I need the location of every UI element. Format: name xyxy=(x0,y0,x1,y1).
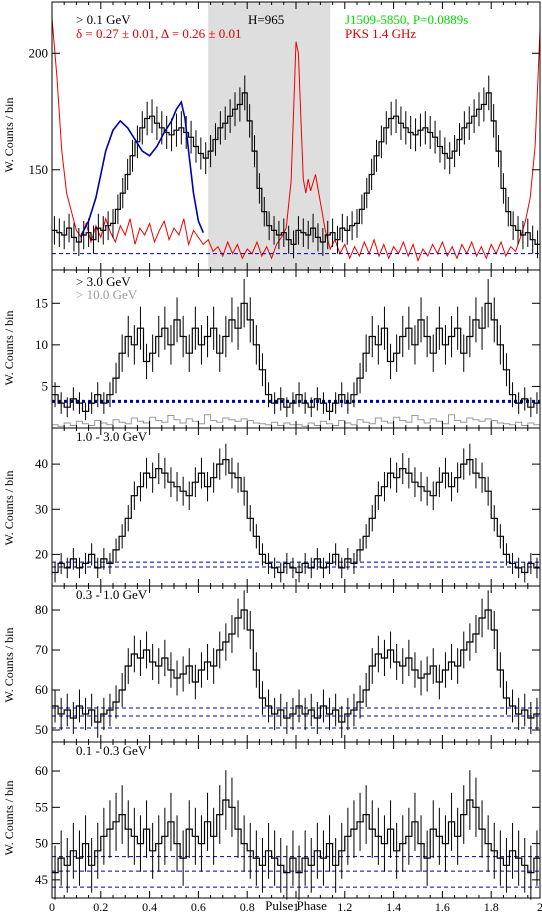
ylabel-top: W. Counts / bin xyxy=(2,98,16,173)
high-energy-label-2: > 10.0 GeV xyxy=(76,287,138,302)
ylabel-low: W. Counts / bin xyxy=(2,628,16,703)
mid-energy-label: 1.0 - 3.0 GeV xyxy=(76,429,148,444)
gamma-histogram xyxy=(52,799,540,874)
radio-label: PKS 1.4 GHz xyxy=(345,26,416,41)
ytick-label: 150 xyxy=(29,162,49,177)
panel-lowest: 45 50 55 60 xyxy=(35,741,541,900)
ytick-label: 55 xyxy=(35,799,48,814)
xtick-label: 1 xyxy=(293,900,299,914)
ytick-label: 50 xyxy=(35,836,48,851)
top-energy-label: > 0.1 GeV xyxy=(76,12,131,27)
ytick-label: 20 xyxy=(35,546,48,561)
xtick-label: 0 xyxy=(49,900,55,914)
xtick-label: 0.8 xyxy=(240,900,255,914)
top-fit-label: δ = 0.27 ± 0.01, Δ = 0.26 ± 0.01 xyxy=(76,26,241,41)
gamma-histogram xyxy=(52,609,540,723)
ylabel-mid: W. Counts / bin xyxy=(2,471,16,546)
pulsar-label: J1509-5850, P=0.0889s xyxy=(345,12,468,27)
xtick-label: 2 xyxy=(537,900,542,914)
high-energy-label: > 3.0 GeV xyxy=(76,274,131,289)
ytick-label: 60 xyxy=(35,763,48,778)
ytick-label: 5 xyxy=(42,378,49,393)
gamma-histogram xyxy=(52,302,540,412)
xtick-label: 1.4 xyxy=(386,900,401,914)
ytick-label: 10 xyxy=(35,337,48,352)
xtick-label: 1.6 xyxy=(435,900,450,914)
xtick-label: 0.2 xyxy=(93,900,108,914)
radio-profile xyxy=(51,18,541,263)
ytick-label: 15 xyxy=(35,295,48,310)
fit-curve xyxy=(80,100,205,236)
xlabel: Pulse Phase xyxy=(265,898,327,913)
panel-top: 150 200 xyxy=(29,1,541,271)
ytick-label: 60 xyxy=(35,682,48,697)
xtick-label: 0.4 xyxy=(142,900,157,914)
ylabel-lowest: W. Counts / bin xyxy=(2,781,16,856)
low-energy-label: 0.3 - 1.0 GeV xyxy=(76,587,148,602)
gamma-histogram xyxy=(52,92,540,245)
panel-frame xyxy=(51,585,541,743)
panel-low: 50 60 70 80 xyxy=(35,585,541,743)
ytick-label: 30 xyxy=(35,501,48,516)
ytick-label: 70 xyxy=(35,642,48,657)
ytick-label: 200 xyxy=(29,45,49,60)
panel-mid: 20 30 40 xyxy=(35,427,541,587)
htest-label: H=965 xyxy=(248,12,284,27)
xtick-label: 0.6 xyxy=(191,900,206,914)
ytick-label: 80 xyxy=(35,602,48,617)
xtick-label: 1.8 xyxy=(484,900,499,914)
ylabel-high: W. Counts / bin xyxy=(2,311,16,386)
gamma-histogram xyxy=(52,459,540,574)
xtick-label: 1.2 xyxy=(337,900,352,914)
ytick-label: 40 xyxy=(35,456,48,471)
lowest-energy-label: 0.1 - 0.3 GeV xyxy=(76,743,148,758)
ytick-label: 50 xyxy=(35,722,48,737)
ytick-label: 45 xyxy=(35,872,48,887)
